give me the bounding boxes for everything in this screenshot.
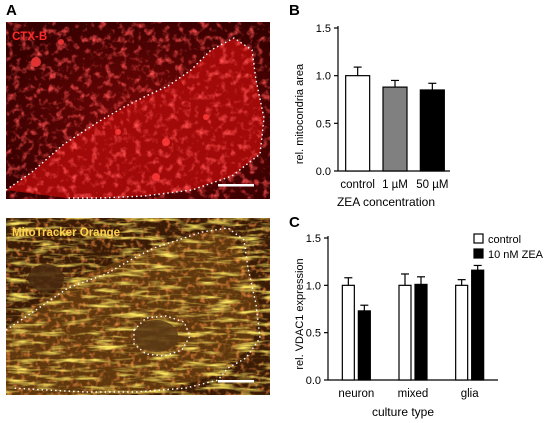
panel-letter-b: B [289, 2, 300, 19]
chart-b-xtick-label: 50 µM [416, 179, 448, 191]
chart-b-error-bar [391, 79, 399, 88]
scale-bar [218, 380, 254, 383]
chart-c-xtick-label: mixed [398, 388, 429, 400]
chart-c-ylabel: rel. VDAC1 expression [294, 258, 306, 369]
chart-b-ylabel: rel. mitocondria area [294, 63, 306, 164]
chart-c-legend-label: 10 nM ZEA [488, 249, 544, 261]
chart-c-ytick-label: 1.0 [306, 280, 321, 292]
chart-b-xtick-label: 1 µM [382, 179, 408, 191]
micrograph-mitotracker: MitoTracker Orange [6, 218, 270, 395]
cell-outline-outer [6, 227, 261, 393]
chart-c-ytick-label: 0.0 [306, 375, 321, 387]
chart-c-legend-swatch [473, 233, 484, 244]
chart-c-error-bar [473, 264, 482, 271]
chart-b-bar [419, 89, 445, 172]
chart-b-ytick-label: 1.0 [316, 71, 331, 83]
chart-c-legend-item: control [473, 233, 521, 246]
chart-c-error-bar [401, 273, 409, 286]
chart-c-bar [398, 284, 412, 381]
chart-c-xlabel: culture type [372, 405, 434, 419]
chart-b-xtick-label: control [340, 179, 375, 191]
chart-c-bar [357, 310, 371, 381]
chart-b-bar [382, 86, 408, 172]
chart-b-bar [345, 75, 371, 172]
chart-b-ytick-label: 1.5 [316, 23, 331, 35]
chart-c-error-bar [457, 279, 466, 286]
micrograph-label-ctxb: CTX-B [12, 31, 47, 43]
micrograph-ctxb: CTX-B [6, 22, 270, 199]
chart-c-xtick-label: glia [461, 388, 480, 400]
chart-c-error-bar [417, 276, 425, 285]
chart-c-legend-item: 10 nM ZEA [473, 248, 544, 261]
panel-letter-a: A [6, 2, 17, 19]
scale-bar [218, 184, 254, 187]
chart-b-ytick-label: 0.0 [316, 166, 331, 178]
micrograph-label-mitotracker: MitoTracker Orange [12, 227, 120, 239]
chart-b-error-bar [353, 66, 362, 76]
chart-b-ytick-label: 0.5 [316, 118, 331, 130]
chart-c-xtick-label: neuron [338, 388, 374, 400]
chart-c-vdac1-expression: 0.0 0.5 1.0 1.5 neuron mixed glia control 10 nM… [294, 233, 544, 419]
chart-c-bar [471, 269, 485, 381]
chart-c-legend-swatch [473, 248, 484, 259]
chart-c-bar [341, 284, 355, 381]
nucleus-outline [133, 315, 191, 357]
chart-c-error-bar [344, 277, 353, 286]
chart-b-mitochondria-area: 0.0 0.5 1.0 1.5 control 1 µM 50 µM rel. mitoco… [294, 23, 450, 209]
cell-outline [6, 37, 265, 199]
chart-c-ytick-label: 1.5 [306, 233, 321, 245]
chart-c-bar [455, 284, 469, 381]
chart-c-legend-label: control [488, 234, 521, 246]
chart-c-error-bar [360, 304, 369, 311]
chart-b-xlabel: ZEA concentration [337, 195, 435, 209]
chart-c-ytick-label: 0.5 [306, 328, 321, 340]
chart-c-bar [414, 283, 428, 381]
panel-letter-c: C [289, 214, 300, 231]
chart-b-error-bar [428, 82, 437, 90]
